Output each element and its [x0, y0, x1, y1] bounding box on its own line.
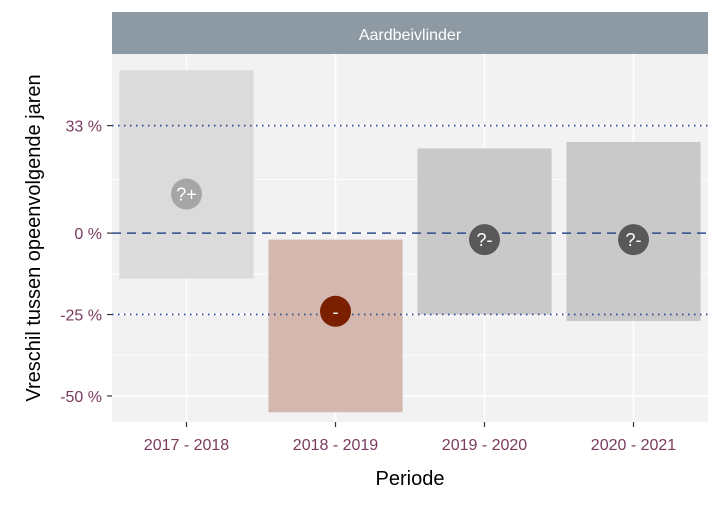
estimate-point	[171, 178, 202, 210]
reference-line-layer	[112, 124, 708, 316]
y-tick-label: 33 %	[66, 119, 102, 136]
x-tick-label: 2019 - 2020	[442, 437, 528, 454]
x-tick-label: 2018 - 2019	[293, 437, 379, 454]
y-tick-label: -25 %	[60, 308, 102, 325]
interval-bar	[119, 70, 254, 279]
point-label: ?-	[625, 230, 641, 250]
point-label: ?+	[176, 185, 197, 205]
x-tick-label: 2020 - 2021	[591, 437, 677, 454]
facet-title: Aardbeivlinder	[359, 27, 462, 44]
estimate-point	[469, 224, 500, 256]
estimate-point	[618, 224, 649, 256]
y-axis-title: Vreschil tussen opeenvolgende jaren	[23, 74, 45, 401]
estimate-point	[320, 295, 351, 327]
strip-background	[112, 12, 708, 54]
x-tick-layer: 2017 - 2018 2018 - 2019 2019 - 2020 2020 - …	[144, 422, 677, 454]
y-tick-layer: 33 % 0 % -25 % -50 %	[60, 119, 112, 406]
y-tick-label: 0 %	[74, 226, 102, 243]
x-tick-label: 2017 - 2018	[144, 437, 230, 454]
point-label: -	[333, 302, 339, 322]
point-layer: ?+ - ?- ?-	[171, 178, 649, 327]
y-tick-label: -50 %	[60, 389, 102, 406]
point-label: ?-	[476, 230, 492, 250]
x-axis-title: Periode	[376, 468, 445, 490]
